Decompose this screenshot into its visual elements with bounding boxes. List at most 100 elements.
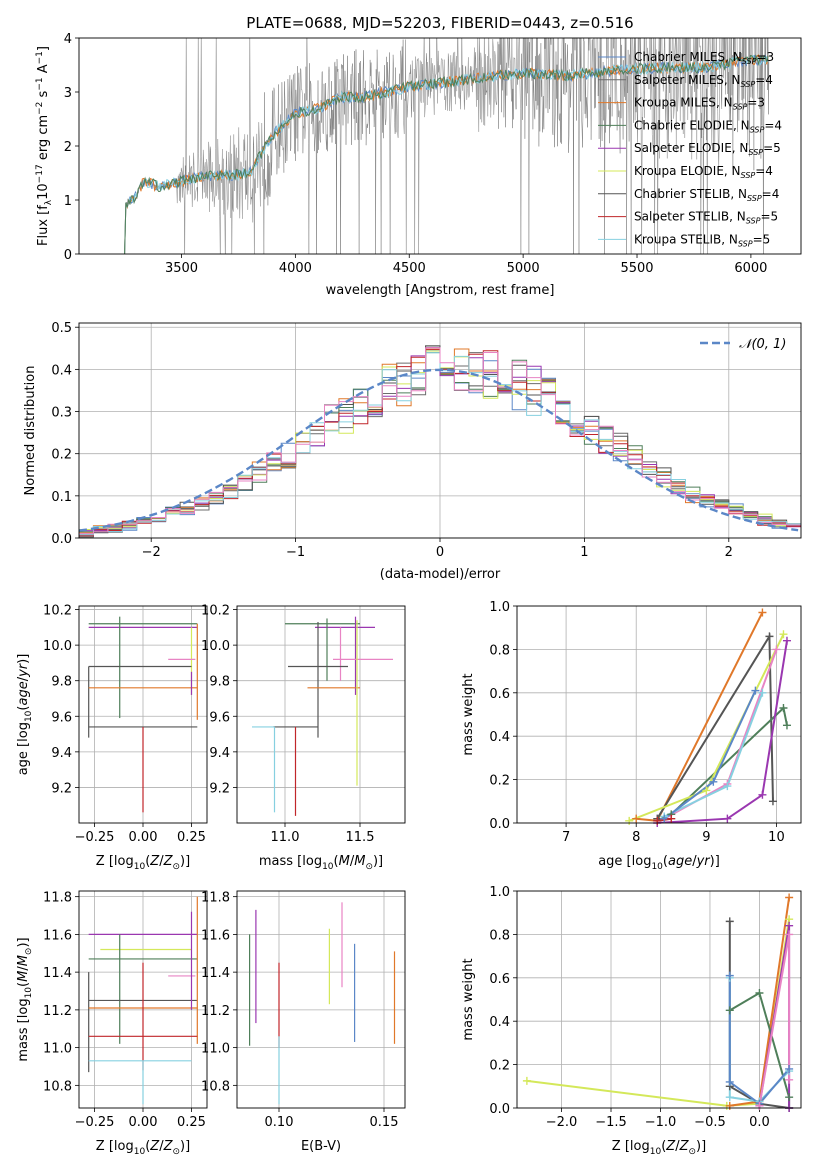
x-tick-label: −2 bbox=[142, 545, 161, 560]
spectrum-model-trace bbox=[124, 54, 769, 254]
x-axis-label-part: Z [ bbox=[96, 1139, 114, 1154]
mass-weight-series bbox=[663, 690, 757, 820]
y-axis-label: age [log10(age/yr)] bbox=[16, 654, 34, 776]
legend-text: Salpeter ELODIE, N bbox=[634, 141, 748, 155]
x-axis-label-part: age [ bbox=[598, 854, 631, 869]
x-axis-label-part: Z [ bbox=[96, 854, 114, 869]
y-axis-label: mass weight bbox=[461, 673, 476, 755]
legend-suffix: =4 bbox=[755, 164, 773, 178]
x-tick-label: −0.5 bbox=[694, 1115, 726, 1130]
y-tick-label: 0.4 bbox=[51, 363, 72, 378]
mass-weight-point bbox=[782, 721, 791, 730]
x-axis-label-part: ⊙ bbox=[688, 1147, 696, 1157]
x-tick-label: 5000 bbox=[507, 261, 540, 276]
panel-residuals: −2 −1 0 1 2 0.0 0.1 0.2 0.3 0.4 0.5 (data-model)/er… bbox=[23, 321, 802, 582]
y-axis-label: mass weight bbox=[461, 958, 476, 1040]
y-tick-label: 3 bbox=[64, 86, 72, 101]
plot-area bbox=[79, 323, 801, 538]
plot-area bbox=[79, 606, 207, 823]
legend-suffix: =3 bbox=[747, 96, 765, 110]
mass-weight-series bbox=[657, 640, 788, 823]
legend-text: Kroupa MILES, N bbox=[634, 96, 733, 110]
x-tick-label: 0.15 bbox=[370, 1115, 399, 1130]
mass-weight-point bbox=[779, 703, 788, 712]
y-tick-label: 4 bbox=[64, 32, 72, 47]
y-tick-label: 10.0 bbox=[43, 639, 72, 654]
x-axis-label-part: Z bbox=[163, 1139, 174, 1154]
mass-weight-point bbox=[725, 1006, 734, 1015]
mass-weight-point bbox=[522, 1076, 531, 1085]
y-tick-label: 10.0 bbox=[201, 639, 230, 654]
legend-item: Salpeter STELIB, NSSP=5 bbox=[634, 210, 778, 226]
legend-sub: SSP bbox=[750, 125, 765, 134]
y-axis-label-part: yr bbox=[16, 662, 31, 678]
y-tick-label: 9.4 bbox=[51, 746, 72, 761]
x-axis-label-part: 10 bbox=[134, 1147, 146, 1157]
y-axis-label-part: A bbox=[36, 64, 51, 77]
y-tick-label: 11.8 bbox=[201, 891, 230, 906]
mass-weight-point bbox=[709, 777, 718, 786]
x-axis-label-part: ⊙ bbox=[172, 1147, 180, 1157]
y-axis-label-part: age [ bbox=[16, 742, 31, 775]
x-axis-label-part: 10 bbox=[322, 862, 334, 872]
y-axis-label-part: −1 bbox=[35, 51, 45, 64]
x-axis-label-part: Z [ bbox=[612, 1139, 630, 1154]
legend-item: Kroupa STELIB, NSSP=5 bbox=[634, 232, 770, 248]
mass-weight-point bbox=[725, 971, 734, 980]
y-axis-label-part: / bbox=[16, 966, 31, 971]
y-tick-label: 0.4 bbox=[489, 1015, 510, 1030]
y-axis-label-part: ( bbox=[16, 706, 31, 711]
x-tick-label: 1 bbox=[580, 545, 588, 560]
mass-weight-point bbox=[725, 1101, 734, 1110]
x-axis-label: mass [log10(M/M⊙)] bbox=[259, 854, 383, 872]
x-axis-label-part: ⊙ bbox=[365, 862, 373, 872]
y-tick-label: 9.2 bbox=[51, 781, 72, 796]
mass-weight-point bbox=[758, 790, 767, 799]
mass-weight-point bbox=[765, 632, 774, 641]
x-axis-label: Z [log10(Z/Z⊙)] bbox=[612, 1139, 706, 1157]
mass-weight-series bbox=[663, 649, 778, 820]
x-tick-label: 0.25 bbox=[177, 1115, 206, 1130]
y-axis-label-part: )] bbox=[16, 654, 31, 664]
y-axis-label-part: mass weight bbox=[461, 958, 476, 1040]
y-tick-label: 11.0 bbox=[43, 1042, 72, 1057]
x-axis-label-part: log bbox=[302, 854, 322, 869]
x-tick-label: 0.0 bbox=[749, 1115, 770, 1130]
x-axis-label-part: yr bbox=[696, 854, 712, 869]
x-tick-label: 5500 bbox=[620, 261, 653, 276]
y-tick-label: 0.1 bbox=[51, 490, 72, 505]
y-tick-label: 0.8 bbox=[489, 643, 510, 658]
y-axis-label-part: Normed distribution bbox=[23, 366, 38, 496]
x-tick-label: −1 bbox=[286, 545, 305, 560]
x-tick-label: −0.25 bbox=[75, 830, 115, 845]
x-axis-label-part: Z bbox=[665, 1139, 676, 1154]
y-axis-label-part: mass [ bbox=[16, 1018, 31, 1061]
x-axis-label-part: log bbox=[114, 1139, 134, 1154]
x-tick-label: 0.00 bbox=[129, 830, 158, 845]
y-axis-label-part: ⊙ bbox=[24, 948, 34, 956]
y-tick-label: 11.4 bbox=[43, 966, 72, 981]
plot-area bbox=[79, 891, 207, 1108]
mass-weight-point bbox=[653, 816, 662, 825]
chart-title: PLATE=0688, MJD=52203, FIBERID=0443, z=0… bbox=[246, 14, 633, 32]
legend-suffix: =4 bbox=[755, 73, 773, 87]
x-axis-label-part: )] bbox=[180, 854, 190, 869]
axes-frame bbox=[78, 322, 802, 539]
legend-text: Chabrier STELIB, N bbox=[634, 187, 747, 201]
legend-item: Salpeter MILES, NSSP=4 bbox=[634, 73, 773, 89]
y-axis-label-part: log bbox=[16, 998, 31, 1018]
x-axis-label: age [log10(age/yr)] bbox=[598, 854, 720, 872]
y-tick-label: 0.6 bbox=[489, 687, 510, 702]
mass-weight-point bbox=[702, 786, 711, 795]
mass-weight-series bbox=[728, 975, 790, 1106]
y-tick-label: 10.8 bbox=[201, 1079, 230, 1094]
axes-frame bbox=[78, 605, 208, 824]
mass-weight-point bbox=[723, 782, 732, 791]
x-axis-label-part: )] bbox=[180, 1139, 190, 1154]
y-tick-label: 0.4 bbox=[489, 730, 510, 745]
legend-suffix: =5 bbox=[763, 141, 781, 155]
x-axis-label: wavelength [Angstrom, rest frame] bbox=[326, 283, 555, 298]
spectrum-model-trace bbox=[124, 54, 769, 254]
y-tick-label: 0.0 bbox=[51, 532, 72, 547]
